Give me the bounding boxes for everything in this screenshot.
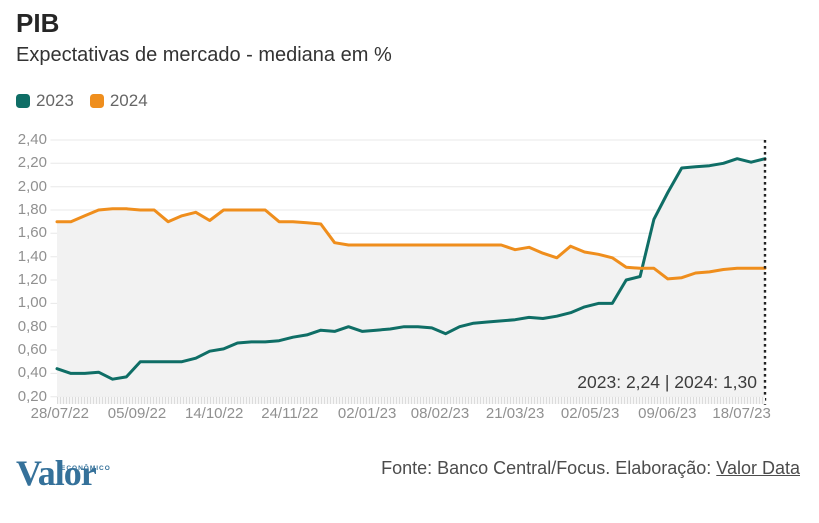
x-axis-tick-label: 05/09/22 [107,405,167,422]
y-axis-tick-label: 2,00 [17,177,47,195]
legend-item-2024: 2024 [89,91,148,111]
valor-logo: Valor ECONÔMICO [16,450,110,493]
valor-data-link[interactable]: Valor Data [716,458,800,478]
end-values-annotation: 2023: 2,24 | 2024: 1,30 [577,372,757,392]
y-axis-tick-label: 1,60 [17,224,47,242]
line-chart: 2023: 2,24 | 2024: 1,30 2,40 2,20 2,00 1,80… [17,131,771,423]
legend-swatch-2024 [89,94,104,108]
legend-label-2023: 2023 [36,91,74,110]
x-axis-tick-label: 08/02/23 [410,405,470,422]
y-axis-tick-label: 1,20 [17,271,47,289]
series-line-2024 [55,207,767,281]
valor-logo-text: Valor [16,453,97,493]
y-axis-tick-label: 1,80 [17,201,47,218]
x-axis-tick-label: 02/05/23 [560,405,620,422]
x-axis-tick-label: 14/10/22 [184,405,244,422]
legend-item-2023: 2023 [16,91,74,111]
legend-label-2024: 2024 [109,91,148,110]
series-line-2023 [55,157,767,381]
y-axis-tick-label: 0,40 [17,364,47,382]
page-title: PIB [16,8,60,38]
page-subtitle: Expectativas de mercado - mediana em % [16,44,392,66]
legend-swatch-2023 [16,94,30,108]
x-axis-tick-band [57,397,765,404]
y-axis-tick-label: 2,20 [17,154,47,172]
y-axis-tick-label: 0,60 [17,341,47,359]
legend: 2023 2024 [16,91,148,111]
y-axis-tick-label: 0,20 [17,387,47,405]
x-axis-tick-label: 18/07/23 [712,405,771,422]
x-axis-tick-label: 24/11/22 [261,405,319,422]
x-axis-tick-label: 21/03/23 [485,405,545,422]
plot-svg [50,139,767,405]
source-line: Fonte: Banco Central/Focus. Elaboração: … [381,458,800,479]
x-axis-tick-label: 28/07/22 [30,405,89,422]
x-axis-tick-label: 02/01/23 [337,405,397,422]
y-axis-tick-label: 0,80 [17,317,47,335]
x-axis-tick-label: 09/06/23 [638,405,697,422]
y-axis-tick-label: 1,00 [17,294,47,312]
y-axis-tick-label: 1,40 [17,247,47,265]
y-axis-tick-label: 2,40 [17,131,47,148]
valor-logo-subtext: ECONÔMICO [61,465,111,472]
series-area-2024 [57,208,765,397]
source-text: Fonte: Banco Central/Focus. Elaboração: [381,458,717,478]
